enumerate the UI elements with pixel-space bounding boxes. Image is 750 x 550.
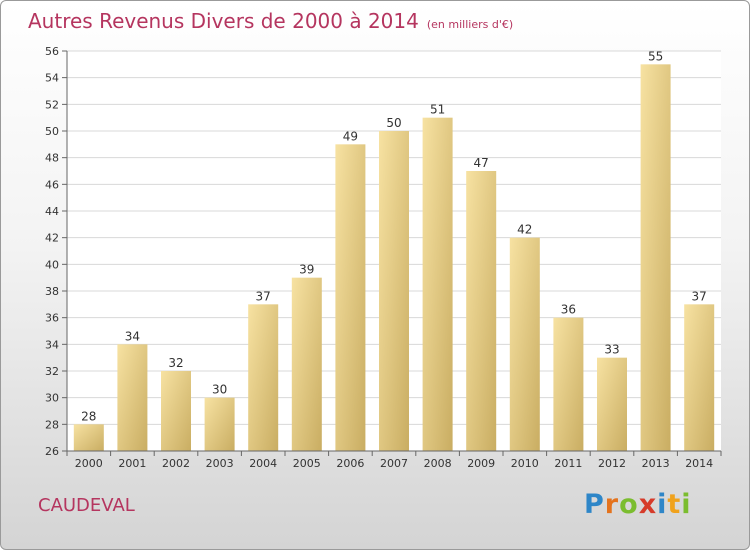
y-tick-label: 42 — [45, 232, 59, 245]
x-tick-label: 2003 — [206, 457, 234, 470]
bar-value-label: 49 — [343, 129, 358, 143]
bar — [161, 371, 191, 451]
bar-value-label: 51 — [430, 103, 445, 117]
y-tick-label: 50 — [45, 125, 59, 138]
x-tick-label: 2005 — [293, 457, 321, 470]
x-axis: 2000 2001 2002 2003 2004 2005 2006 2007 2008 2009… — [66, 450, 722, 470]
bar — [553, 317, 584, 451]
x-tick-label: 2002 — [162, 457, 190, 470]
x-tick-label: 2013 — [642, 457, 670, 470]
y-axis: 26 28 30 32 34 36 38 40 42 44 46 48 50 52 54 56 — [45, 45, 68, 458]
chart-title: Autres Revenus Divers de 2000 à 2014 (en … — [28, 9, 513, 33]
x-tick-label: 2006 — [336, 457, 364, 470]
y-tick-label: 38 — [45, 285, 59, 298]
bar-value-label: 34 — [125, 329, 140, 343]
title-main: Autres Revenus Divers de 2000 à 2014 — [28, 9, 419, 33]
bar — [466, 171, 497, 451]
bar-value-label: 37 — [692, 289, 707, 303]
bar-value-label: 37 — [256, 289, 271, 303]
commune-name: CAUDEVAL — [38, 495, 135, 516]
x-tick-label: 2007 — [380, 457, 408, 470]
title-unit: (en milliers d'€) — [426, 18, 514, 31]
x-tick-label: 2010 — [511, 457, 539, 470]
y-tick-label: 40 — [45, 258, 59, 271]
bar — [335, 144, 366, 452]
bar — [379, 131, 409, 451]
y-tick-label: 54 — [45, 72, 59, 85]
bar — [640, 64, 671, 452]
y-tick-label: 52 — [45, 98, 59, 111]
x-tick-label: 2008 — [424, 457, 452, 470]
bar-value-label: 36 — [561, 303, 576, 317]
bar-value-label: 50 — [386, 116, 401, 130]
y-tick-label: 26 — [45, 445, 59, 458]
y-tick-label: 28 — [45, 418, 59, 431]
y-tick-label: 46 — [45, 178, 59, 191]
y-tick-label: 48 — [45, 152, 59, 165]
bar — [597, 357, 627, 451]
bar-value-label: 33 — [604, 343, 619, 357]
bar-value-label: 30 — [212, 383, 227, 397]
y-tick-label: 30 — [45, 392, 59, 405]
x-tick-label: 2014 — [685, 457, 713, 470]
bar-value-label: 55 — [648, 49, 663, 63]
x-tick-label: 2012 — [598, 457, 626, 470]
bars: 28 34 32 30 37 39 49 50 51 47 42 36 33 55 37 — [73, 49, 715, 452]
bar — [422, 117, 453, 452]
x-tick-label: 2011 — [554, 457, 582, 470]
x-tick-label: 2009 — [467, 457, 495, 470]
proxiti-logo[interactable]: Proxiti — [584, 489, 692, 520]
x-tick-label: 2001 — [118, 457, 146, 470]
bar — [291, 277, 322, 451]
y-tick-label: 56 — [45, 45, 59, 58]
bar-value-label: 47 — [474, 156, 489, 170]
bar — [204, 397, 235, 451]
bar-value-label: 32 — [168, 356, 183, 370]
bar — [117, 344, 148, 451]
bar — [684, 304, 715, 451]
x-tick-label: 2000 — [75, 457, 103, 470]
bar-value-label: 42 — [517, 223, 532, 237]
bar-value-label: 39 — [299, 263, 314, 277]
y-tick-label: 34 — [45, 338, 59, 351]
y-tick-label: 32 — [45, 365, 59, 378]
y-tick-label: 36 — [45, 312, 59, 325]
bar — [509, 237, 540, 451]
bar-value-label: 28 — [81, 409, 96, 423]
y-tick-label: 44 — [45, 205, 59, 218]
bar — [248, 304, 279, 451]
bar — [73, 424, 104, 451]
x-tick-label: 2004 — [249, 457, 277, 470]
